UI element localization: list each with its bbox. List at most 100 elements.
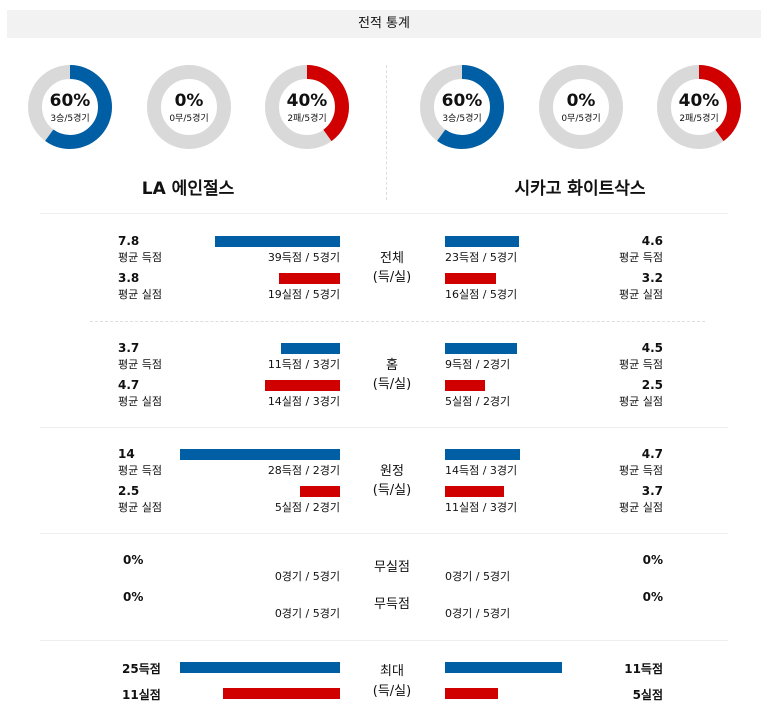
left-caption: 0경기 / 5경기 xyxy=(274,607,340,620)
right-value: 4.7 xyxy=(641,447,663,461)
right-bar xyxy=(445,662,562,673)
right-bar xyxy=(445,688,498,699)
right-caption: 11실점 / 3경기 xyxy=(445,501,518,514)
left-bar xyxy=(180,449,340,460)
left-caption: 39득점 / 5경기 xyxy=(267,251,340,264)
right-label: 평균 실점 xyxy=(619,288,663,301)
donut-record: 0무/5경기 xyxy=(169,114,209,124)
donut-chart: 60% 3승/5경기 xyxy=(420,65,504,149)
left-bar xyxy=(300,486,340,497)
right-value: 0% xyxy=(642,553,663,567)
right-bar xyxy=(445,343,517,354)
donut-chart: 0% 0무/5경기 xyxy=(539,65,623,149)
right-value: 5실점 xyxy=(632,688,663,702)
left-label: 평균 득점 xyxy=(118,251,162,264)
donut-ring xyxy=(265,65,349,149)
right-bar xyxy=(445,486,505,497)
donut-ring xyxy=(539,65,623,149)
left-value: 0% xyxy=(123,590,144,604)
donut-record: 0무/5경기 xyxy=(561,114,601,124)
donut-ring xyxy=(28,65,112,149)
right-label: 평균 득점 xyxy=(619,464,663,477)
left-label: 평균 실점 xyxy=(118,501,162,514)
divider xyxy=(386,65,387,200)
section-label: 무득점 xyxy=(374,597,410,612)
section-sublabel: (득/실) xyxy=(372,270,412,285)
section-label: 원정 xyxy=(380,464,404,479)
left-bar xyxy=(215,236,340,247)
left-value: 3.8 xyxy=(118,271,140,285)
donut-chart: 0% 0무/5경기 xyxy=(147,65,231,149)
left-value: 7.8 xyxy=(118,234,140,248)
donut-percent: 60% xyxy=(49,91,91,111)
right-value: 0% xyxy=(642,590,663,604)
right-bar xyxy=(445,380,485,391)
left-label: 평균 실점 xyxy=(118,395,162,408)
right-caption: 14득점 / 3경기 xyxy=(445,464,518,477)
right-label: 평균 실점 xyxy=(619,395,663,408)
section-label: 전체 xyxy=(380,251,404,266)
right-label: 평균 실점 xyxy=(619,501,663,514)
panel-title: 전적 통계 xyxy=(7,10,761,38)
right-value: 3.2 xyxy=(641,271,663,285)
left-bar xyxy=(223,688,340,699)
right-label: 평균 득점 xyxy=(619,358,663,371)
donut-percent: 0% xyxy=(174,91,204,111)
left-value: 11실점 xyxy=(122,688,161,702)
donut-chart: 60% 3승/5경기 xyxy=(28,65,112,149)
section-sublabel: (득/실) xyxy=(372,377,412,392)
right-bar xyxy=(445,273,497,284)
left-caption: 14실점 / 3경기 xyxy=(267,395,340,408)
right-caption: 5실점 / 2경기 xyxy=(445,395,511,408)
divider xyxy=(90,321,705,322)
right-bar xyxy=(445,236,519,247)
left-bar xyxy=(180,662,340,673)
left-bar xyxy=(280,343,340,354)
donut-record: 2패/5경기 xyxy=(287,114,327,124)
right-caption: 0경기 / 5경기 xyxy=(445,607,511,620)
right-label: 평균 득점 xyxy=(619,251,663,264)
donut-ring xyxy=(657,65,741,149)
donut-chart: 40% 2패/5경기 xyxy=(657,65,741,149)
left-value: 25득점 xyxy=(122,662,161,676)
right-value: 11득점 xyxy=(624,662,663,676)
right-caption: 23득점 / 5경기 xyxy=(445,251,518,264)
donut-record: 3승/5경기 xyxy=(50,114,90,124)
left-caption: 0경기 / 5경기 xyxy=(274,570,340,583)
donut-percent: 40% xyxy=(286,91,328,111)
section-sublabel: (득/실) xyxy=(372,483,412,498)
left-label: 평균 실점 xyxy=(118,288,162,301)
donut-ring xyxy=(420,65,504,149)
left-value: 2.5 xyxy=(118,484,140,498)
donut-percent: 40% xyxy=(678,91,720,111)
left-bar xyxy=(264,380,340,391)
left-bar xyxy=(279,273,340,284)
section-label: 홈 xyxy=(386,358,398,373)
left-caption: 28득점 / 2경기 xyxy=(267,464,340,477)
donut-ring xyxy=(147,65,231,149)
left-value: 3.7 xyxy=(118,341,140,355)
section-label: 무실점 xyxy=(374,560,410,575)
left-value: 14 xyxy=(118,447,135,461)
team-name-home: LA 에인절스 xyxy=(141,179,235,199)
right-caption: 0경기 / 5경기 xyxy=(445,570,511,583)
right-caption: 16실점 / 5경기 xyxy=(445,288,518,301)
left-caption: 19실점 / 5경기 xyxy=(267,288,340,301)
right-value: 4.6 xyxy=(641,234,663,248)
section-label: 최대 xyxy=(380,664,404,679)
donut-chart: 40% 2패/5경기 xyxy=(265,65,349,149)
divider xyxy=(40,533,728,534)
donut-percent: 60% xyxy=(441,91,483,111)
right-value: 2.5 xyxy=(641,378,663,392)
right-value: 3.7 xyxy=(641,484,663,498)
donut-percent: 0% xyxy=(566,91,596,111)
left-value: 0% xyxy=(123,553,144,567)
left-caption: 5실점 / 2경기 xyxy=(274,501,340,514)
team-name-away: 시카고 화이트삭스 xyxy=(514,179,646,199)
donut-record: 3승/5경기 xyxy=(442,114,482,124)
right-bar xyxy=(445,449,521,460)
left-caption: 11득점 / 3경기 xyxy=(267,358,340,371)
divider xyxy=(40,427,728,428)
right-value: 4.5 xyxy=(641,341,663,355)
